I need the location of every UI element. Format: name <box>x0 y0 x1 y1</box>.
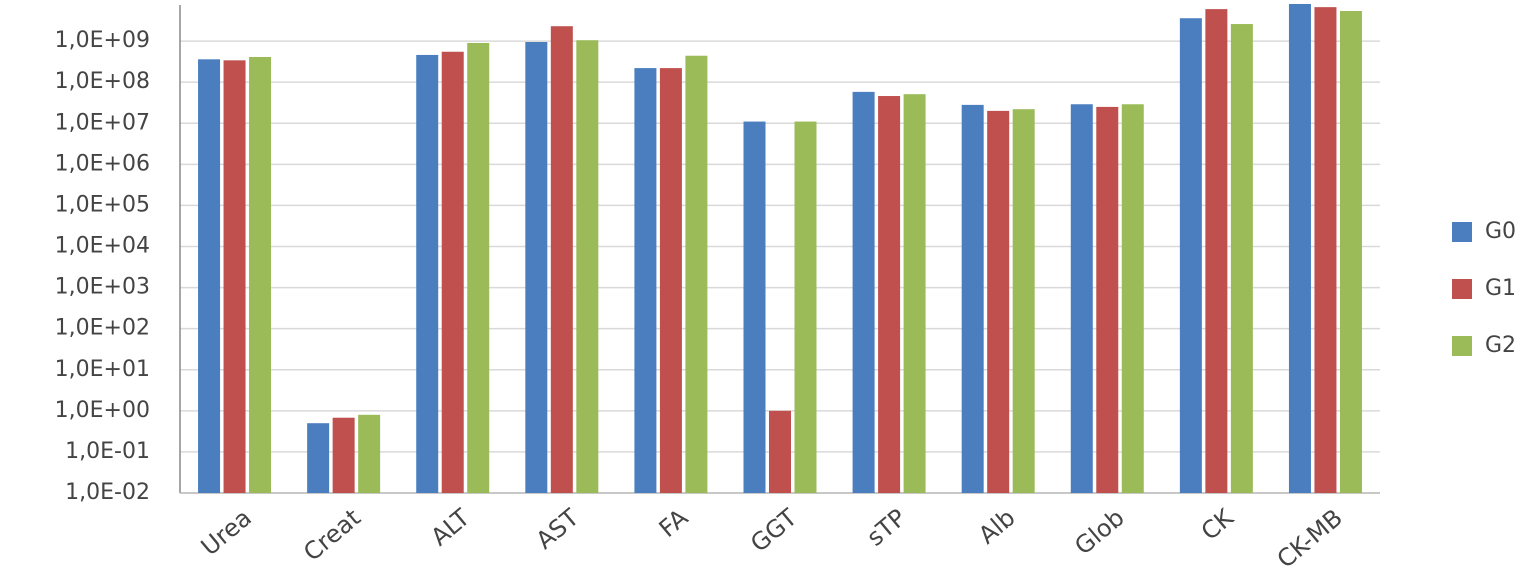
bar <box>1096 106 1119 493</box>
x-tick-label: AST <box>531 503 585 554</box>
bar <box>467 42 490 494</box>
y-tick-label: 1,0E-02 <box>65 480 150 505</box>
bar <box>198 59 221 494</box>
bar <box>332 417 355 493</box>
legend-swatch <box>1452 222 1472 242</box>
x-tick-label: ALT <box>426 503 476 551</box>
y-tick-label: 1,0E+06 <box>55 151 150 176</box>
bar <box>852 91 875 493</box>
bar <box>1205 9 1228 493</box>
x-tick-label: Creat <box>298 504 366 567</box>
legend-label: G0 <box>1485 219 1516 244</box>
bar <box>249 56 272 494</box>
bar <box>576 40 599 494</box>
y-tick-label: 1,0E+00 <box>55 398 150 423</box>
x-tick-label: sTP <box>862 504 912 552</box>
x-tick-label: GGT <box>745 503 802 557</box>
bar <box>743 121 766 494</box>
y-tick-label: 1,0E+02 <box>55 316 150 341</box>
x-tick-label: CK-MB <box>1272 504 1348 574</box>
bar <box>794 121 817 494</box>
legend-label: G2 <box>1485 333 1516 358</box>
bar <box>1339 10 1362 494</box>
bar <box>525 41 548 493</box>
bar <box>1314 7 1337 494</box>
bar <box>903 94 926 493</box>
bar <box>416 54 439 494</box>
bar <box>223 60 246 494</box>
bar <box>307 423 330 493</box>
y-tick-label: 1,0E+09 <box>55 28 150 53</box>
bar <box>634 68 657 493</box>
legend-label: G1 <box>1485 276 1516 301</box>
legend-swatch <box>1452 336 1472 356</box>
x-tick-label: FA <box>654 503 694 543</box>
y-tick-label: 1,0E+07 <box>55 110 150 135</box>
bar <box>1288 3 1311 494</box>
bar <box>1121 104 1144 494</box>
bar <box>1070 104 1093 494</box>
bar <box>1230 24 1253 493</box>
x-tick-label: Alb <box>973 504 1020 550</box>
x-tick-label: CK <box>1196 503 1240 546</box>
bar <box>441 51 464 494</box>
bar <box>961 104 984 493</box>
y-tick-label: 1,0E+05 <box>55 192 150 217</box>
bar <box>550 26 573 493</box>
y-tick-label: 1,0E-01 <box>65 439 150 464</box>
bar <box>358 414 381 493</box>
y-tick-label: 1,0E+01 <box>55 357 150 382</box>
bar <box>878 96 901 493</box>
y-tick-label: 1,0E+03 <box>55 275 150 300</box>
bar <box>1012 109 1035 494</box>
y-tick-label: 1,0E+04 <box>55 234 150 259</box>
legend-swatch <box>1452 279 1472 299</box>
x-tick-label: Glob <box>1069 504 1129 561</box>
bar <box>769 410 791 493</box>
bar <box>1179 18 1202 493</box>
bar <box>685 55 708 494</box>
x-tick-label: Urea <box>196 504 257 562</box>
bar <box>659 68 682 493</box>
bar <box>987 110 1010 493</box>
y-tick-label: 1,0E+08 <box>55 69 150 94</box>
